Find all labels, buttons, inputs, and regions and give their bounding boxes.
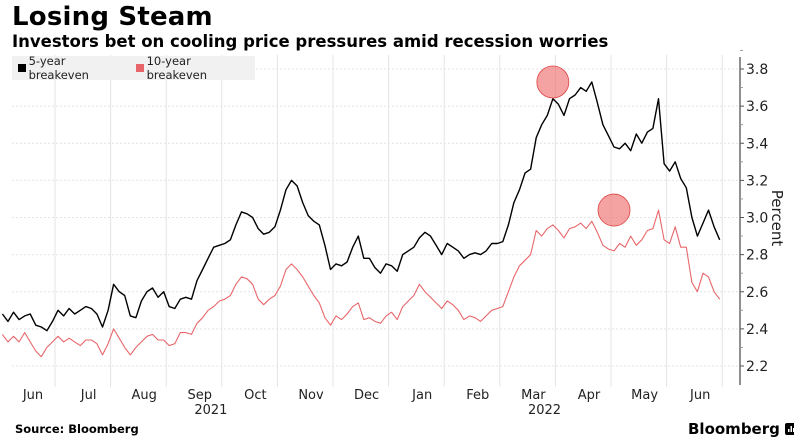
x-tick-label: Apr xyxy=(578,388,601,403)
legend: 5-year breakeven 10-year breakeven xyxy=(12,54,255,82)
x-tick-label: Dec xyxy=(354,388,379,403)
legend-item-5-year: 5-year breakeven xyxy=(18,54,124,82)
x-tick-label: Jun xyxy=(689,388,710,403)
x-tick-label: Oct xyxy=(244,388,266,403)
legend-label: 5-year breakeven xyxy=(28,54,89,82)
x-year-label: 2022 xyxy=(528,403,561,418)
x-tick-label: Sep xyxy=(188,388,213,403)
legend-swatch xyxy=(136,64,144,72)
brand-logo: Bloomberg xyxy=(688,420,794,438)
x-tick-label: Jun xyxy=(22,388,43,403)
x-tick-label: Feb xyxy=(466,388,489,403)
legend-item-10-year: 10-year breakeven xyxy=(136,54,249,82)
x-tick-label: Aug xyxy=(132,388,157,403)
x-tick-label: Nov xyxy=(298,388,324,403)
bloomberg-terminal-icon xyxy=(784,423,794,435)
y-tick-label: 2.4 xyxy=(746,322,768,338)
x-year-label: 2021 xyxy=(194,403,227,418)
x-tick-label: Jan xyxy=(411,388,432,403)
highlight-circle xyxy=(597,193,631,227)
y-tick-label: 3.2 xyxy=(746,173,768,189)
y-tick-label: 3.8 xyxy=(746,62,768,78)
y-axis: 2.2 2.4 2.6 2.8 3.0 3.2 3.4 3.6 3.8 Percent xyxy=(739,49,786,385)
y-tick-label: 3.6 xyxy=(746,99,768,115)
y-tick-label: 2.6 xyxy=(746,285,768,301)
series-lines xyxy=(1,81,721,358)
legend-label: 10-year breakeven xyxy=(146,54,207,82)
legend-swatch xyxy=(18,64,26,72)
x-tick-label: Jul xyxy=(80,388,97,403)
annotations xyxy=(536,65,631,227)
series-line-10-year-breakeven xyxy=(1,209,721,358)
chart-title: Losing Steam xyxy=(12,2,213,32)
y-axis-label: Percent xyxy=(768,190,786,247)
source-note: Source: Bloomberg xyxy=(15,422,139,436)
y-tick-label: 3.0 xyxy=(746,211,768,227)
grid xyxy=(12,55,740,387)
brand-name: Bloomberg xyxy=(688,420,780,438)
chart-subtitle: Investors bet on cooling price pressures… xyxy=(12,32,609,51)
y-tick-label: 3.4 xyxy=(746,136,768,152)
x-tick-label: May xyxy=(631,388,658,403)
y-tick-label: 2.2 xyxy=(746,359,768,375)
x-tick-label: Mar xyxy=(521,388,546,403)
series-line-5-year-breakeven xyxy=(1,81,721,332)
x-axis: Jun Jul Aug Sep Oct Nov Dec Jan Feb Mar Apr May Jun 2… xyxy=(22,388,711,418)
highlight-circle xyxy=(536,65,570,99)
y-tick-label: 2.8 xyxy=(746,248,768,264)
